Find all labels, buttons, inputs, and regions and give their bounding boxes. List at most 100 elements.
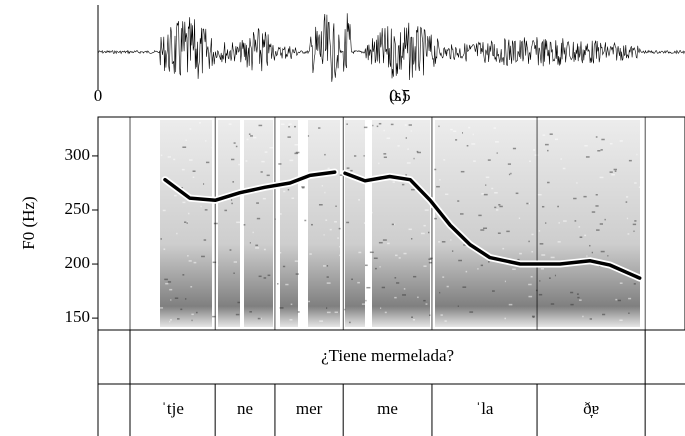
spectrogram-streak bbox=[231, 203, 233, 205]
spectrogram-streak bbox=[212, 147, 214, 149]
spectrogram-streak bbox=[297, 154, 298, 156]
spectrogram-streak bbox=[429, 262, 432, 264]
x-tick-label: 0 bbox=[94, 86, 103, 105]
spectrogram-streak bbox=[201, 256, 205, 257]
spectrogram-streak bbox=[579, 226, 581, 228]
spectrogram-streak bbox=[205, 140, 206, 142]
spectrogram-streak bbox=[379, 242, 383, 244]
spectrogram-energy bbox=[345, 120, 365, 327]
spectrogram-streak bbox=[191, 314, 193, 316]
spectrogram-streak bbox=[253, 232, 254, 234]
spectrogram-streak bbox=[303, 227, 306, 229]
spectrogram-streak bbox=[601, 251, 605, 253]
spectrogram-streak bbox=[560, 158, 562, 160]
spectrogram-streak bbox=[176, 233, 177, 235]
spectrogram-streak bbox=[283, 266, 285, 268]
spectrogram-streak bbox=[494, 127, 496, 128]
spectrogram-streak bbox=[602, 314, 605, 316]
praat-figure: F0 (Hz) (s) 15020025030000.5¿Tiene merme… bbox=[0, 0, 685, 436]
spectrogram-streak bbox=[279, 213, 282, 215]
spectrogram-streak bbox=[498, 204, 500, 206]
spectrogram-streak bbox=[402, 294, 406, 296]
spectrogram-streak bbox=[163, 210, 166, 212]
spectrogram-streak bbox=[481, 193, 484, 195]
spectrogram-streak bbox=[213, 262, 216, 264]
spectrogram-streak bbox=[597, 150, 600, 152]
spectrogram-streak bbox=[545, 222, 546, 224]
spectrogram-streak bbox=[406, 137, 407, 139]
spectrogram-streak bbox=[326, 307, 327, 309]
spectrogram-streak bbox=[438, 126, 439, 128]
spectrogram-streak bbox=[409, 124, 412, 126]
spectrogram-streak bbox=[236, 222, 240, 224]
spectrogram-streak bbox=[605, 219, 606, 221]
spectrogram-streak bbox=[509, 174, 510, 176]
spectrogram-streak bbox=[600, 177, 604, 179]
spectrogram-streak bbox=[636, 154, 637, 156]
spectrogram-streak bbox=[232, 181, 234, 183]
spectrogram-streak bbox=[484, 194, 488, 196]
spectrogram-streak bbox=[495, 141, 499, 143]
spectrogram-streak bbox=[417, 297, 419, 299]
spectrogram-streak bbox=[250, 135, 253, 137]
spectrogram-streak bbox=[533, 149, 535, 151]
spectrogram-streak bbox=[335, 312, 338, 314]
spectrogram-streak bbox=[175, 297, 178, 299]
spectrogram-streak bbox=[423, 300, 425, 302]
spectrogram-streak bbox=[600, 223, 603, 225]
spectrogram-streak bbox=[462, 132, 463, 134]
spectrogram-streak bbox=[212, 128, 216, 129]
spectrogram-streak bbox=[294, 144, 298, 146]
spectrogram-streak bbox=[595, 205, 598, 207]
spectrogram-streak bbox=[206, 162, 209, 164]
spectrogram-streak bbox=[199, 122, 201, 124]
spectrogram-energy bbox=[244, 120, 273, 327]
spectrogram-streak bbox=[491, 188, 493, 190]
spectrogram-streak bbox=[350, 170, 352, 172]
spectrogram-streak bbox=[508, 163, 511, 165]
spectrogram-streak bbox=[455, 139, 457, 141]
spectrogram-streak bbox=[583, 196, 586, 198]
spectrogram-streak bbox=[539, 230, 540, 232]
spectrogram-streak bbox=[193, 170, 196, 172]
spectrogram-streak bbox=[528, 203, 530, 205]
spectrogram-streak bbox=[540, 243, 544, 245]
spectrogram-streak bbox=[349, 322, 351, 324]
spectrogram-streak bbox=[384, 157, 387, 159]
spectrogram-streak bbox=[586, 255, 587, 257]
spectrogram-streak bbox=[196, 312, 198, 314]
spectrogram-streak bbox=[403, 253, 406, 255]
spectrogram-streak bbox=[250, 242, 251, 244]
spectrogram-streak bbox=[531, 234, 533, 236]
spectrogram-energy bbox=[160, 120, 212, 327]
spectrogram-streak bbox=[382, 287, 385, 289]
interval-label: ˈtje bbox=[161, 399, 184, 418]
spectrogram-streak bbox=[165, 283, 168, 285]
spectrogram-streak bbox=[304, 225, 305, 227]
spectrogram-streak bbox=[596, 194, 598, 196]
spectrogram-streak bbox=[330, 229, 332, 231]
spectrogram-streak bbox=[411, 130, 412, 132]
spectrogram-streak bbox=[203, 183, 204, 185]
spectrogram-streak bbox=[543, 134, 546, 136]
spectrogram-streak bbox=[324, 154, 325, 156]
spectrogram-streak bbox=[580, 236, 583, 238]
spectrogram-streak bbox=[237, 302, 240, 304]
spectrogram-streak bbox=[584, 235, 586, 237]
spectrogram-streak bbox=[238, 164, 241, 166]
spectrogram-streak bbox=[370, 252, 374, 254]
spectrogram-streak bbox=[628, 298, 631, 300]
spectrogram-streak bbox=[370, 212, 372, 214]
y-tick-label: 250 bbox=[65, 199, 91, 218]
spectrogram-streak bbox=[396, 282, 399, 284]
spectrogram-streak bbox=[547, 150, 548, 152]
spectrogram-streak bbox=[304, 135, 307, 137]
spectrogram-streak bbox=[339, 246, 343, 248]
spectrogram-streak bbox=[471, 143, 475, 145]
spectrogram-streak bbox=[259, 125, 263, 127]
spectrogram-streak bbox=[438, 241, 440, 243]
spectrogram-streak bbox=[423, 265, 426, 267]
spectrogram-streak bbox=[547, 182, 550, 184]
spectrogram-streak bbox=[488, 159, 491, 161]
spectrogram-streak bbox=[354, 155, 356, 157]
